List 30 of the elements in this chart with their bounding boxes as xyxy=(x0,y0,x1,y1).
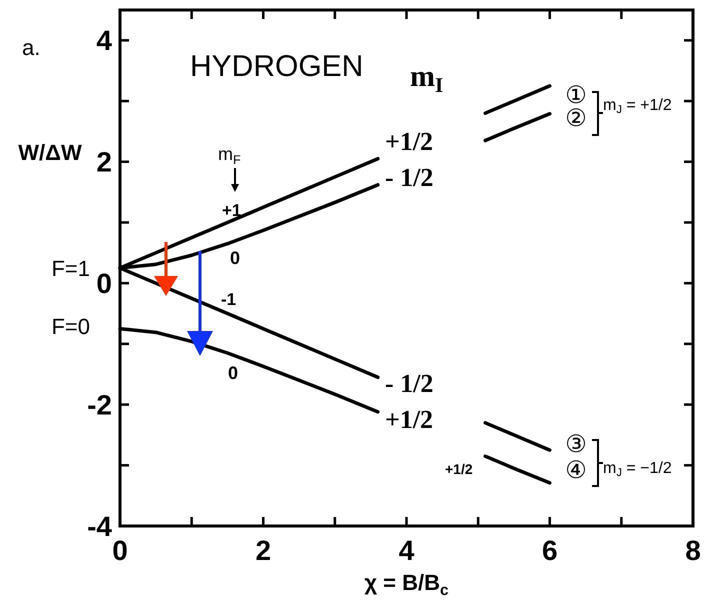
annotation: 0 xyxy=(228,363,238,383)
text: F=0 xyxy=(51,314,90,339)
annotation: +1/2 xyxy=(385,405,434,434)
y-tick-label: 4 xyxy=(96,25,112,56)
y-axis-title: W/ΔW xyxy=(18,140,82,165)
annotation: ④ xyxy=(565,456,587,484)
annotation: m$_{I}$ xyxy=(410,60,444,98)
annotation: m$_{J}$ = +1/2 xyxy=(603,97,672,116)
x-tick-label: 6 xyxy=(542,535,558,566)
x-tick-label: 4 xyxy=(398,535,415,566)
y-tick-label: -4 xyxy=(87,510,112,542)
x-axis-title: χ = B/B$_{c}$ xyxy=(364,570,450,598)
x-tick-label: 2 xyxy=(255,535,272,566)
annotation: m$_{J}$ = −1/2 xyxy=(603,460,672,480)
y-tick-label: 0 xyxy=(96,268,112,299)
y-tick-label: 2 xyxy=(96,146,112,178)
text: F=1 xyxy=(51,256,90,281)
annotation: +1/2 xyxy=(445,461,473,477)
annotation: - 1/2 xyxy=(385,163,434,192)
annotation: 0 xyxy=(230,248,240,268)
annotation: +1/2 xyxy=(385,127,434,156)
annotation: HYDROGEN xyxy=(190,50,364,83)
text: a. xyxy=(22,35,40,60)
y-tick-label: -2 xyxy=(87,389,112,420)
annotation: +1 xyxy=(222,201,242,220)
annotation: m$_{F}$ xyxy=(218,144,241,167)
annotation: - 1/2 xyxy=(385,369,434,398)
annotation: ③ xyxy=(565,430,587,458)
annotation: -1 xyxy=(221,290,236,309)
x-tick-label: 8 xyxy=(685,535,701,566)
